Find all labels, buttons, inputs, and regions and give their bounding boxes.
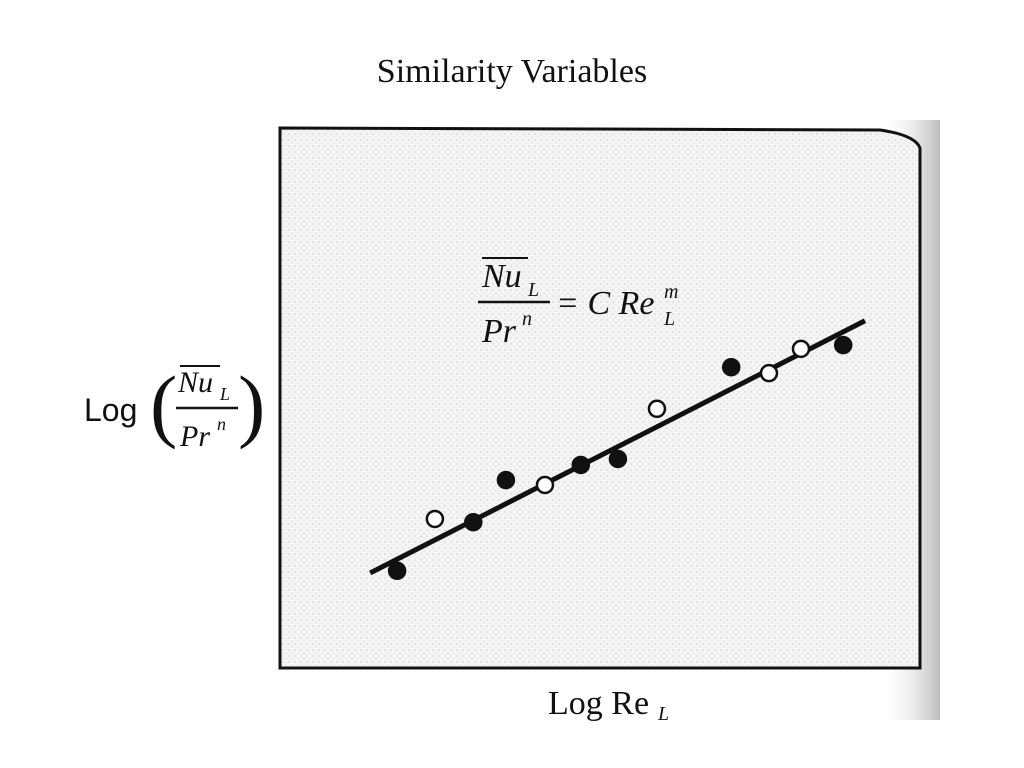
plot-frame [278,126,922,670]
paren: ( [150,359,177,450]
paren: ) [238,359,265,450]
open-point [425,509,445,529]
eq-rhs-sup: m [664,281,678,303]
open-point [791,339,811,359]
open-point [535,475,555,495]
filled-point [464,512,483,532]
y-num-sub: L [219,384,230,404]
fit-line [369,318,867,576]
filled-point [496,470,516,490]
eq-den: Pr [481,313,517,350]
eq-den-sup: n [522,308,532,330]
filled-point [833,335,853,355]
filled-point [608,449,628,469]
title: Similarity Variables [377,53,647,90]
y-den: Pr [179,420,210,453]
eq-num-sub: L [527,279,539,301]
filled-point [571,455,591,475]
eq-rhs: = C Re [556,285,654,322]
open-point [647,399,667,419]
y-label-prefix: Log [84,392,137,428]
y-num: Nu [177,366,213,399]
x-label-sub: L [657,703,669,725]
y-axis-label: Log ( Nu L Pr n ) [84,359,265,453]
open-point [759,363,779,383]
equation: Nu L Pr n = C Re L m [478,257,678,350]
y-den-sup: n [217,414,226,434]
x-axis-label: Log Re L [548,685,669,725]
eq-num: Nu [481,258,522,295]
x-label-main: Log Re [548,685,649,722]
eq-rhs-sub: L [663,308,675,330]
filled-point [721,357,741,377]
filled-point [387,561,407,581]
